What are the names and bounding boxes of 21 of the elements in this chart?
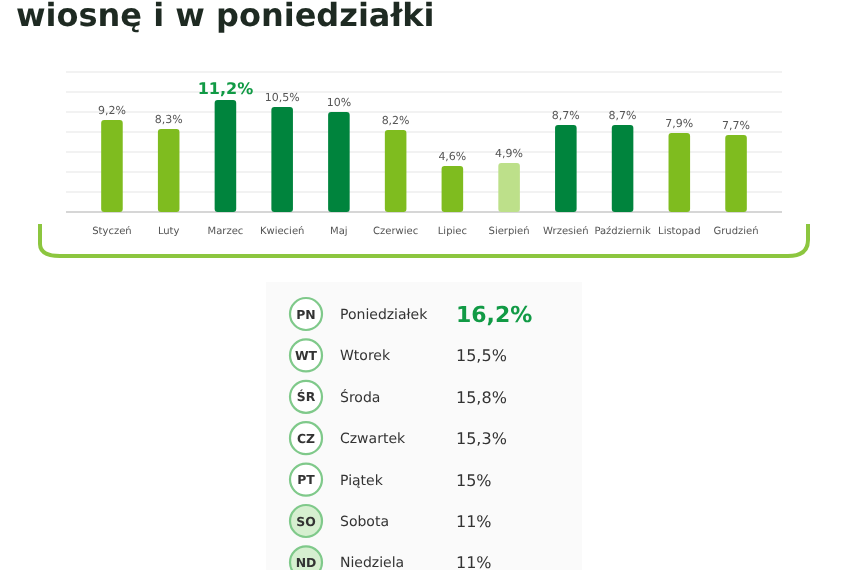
bar (328, 112, 350, 212)
bar (157, 129, 180, 212)
chart-title: wiosnę i w poniedziałki (16, 0, 435, 34)
bar (668, 133, 691, 212)
data-label: 15% (456, 471, 493, 490)
bar (441, 166, 464, 212)
bar (555, 125, 577, 212)
bar (498, 163, 520, 212)
data-label: 15,5% (456, 347, 508, 366)
bar (101, 120, 123, 212)
data-label: 11,2% (197, 80, 254, 98)
data-label: 15,3% (456, 430, 508, 449)
data-label: 15,8% (456, 388, 508, 407)
data-label: 11% (456, 513, 493, 531)
bar (271, 107, 293, 212)
bar (611, 125, 634, 212)
bar (725, 135, 747, 212)
data-label: 16,2% (456, 302, 533, 328)
data-label: 11% (456, 554, 493, 570)
bar (214, 100, 237, 212)
bar (384, 130, 407, 212)
